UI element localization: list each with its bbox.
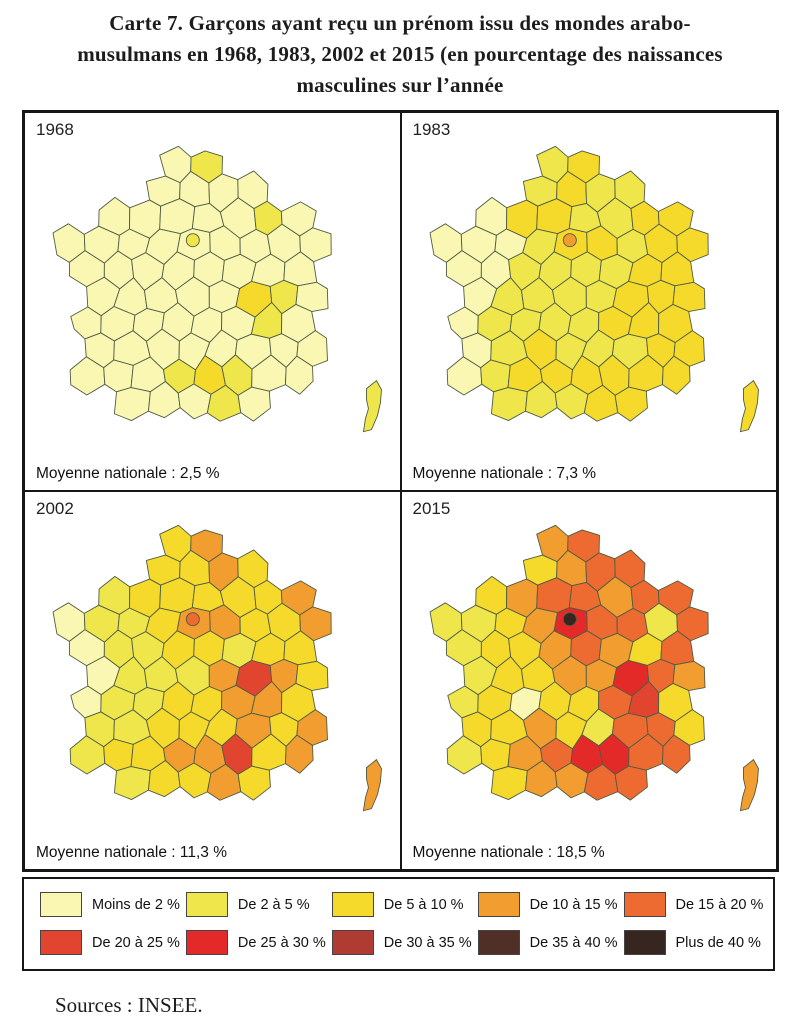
legend-label: De 2 à 5 % [237,896,310,913]
paris-dot [562,233,577,248]
france-map-2002 [52,524,382,812]
department-cell [237,765,271,801]
legend-item: De 30 à 35 % [331,930,472,955]
national-average-2002: Moyenne nationale : 11,3 % [36,844,228,861]
legend-item: De 15 à 20 % [623,892,764,917]
department-cell [479,738,511,772]
national-average-1983: Moyenne nationale : 7,3 % [412,465,597,482]
legend-swatch [40,930,82,955]
legend-item: De 20 à 25 % [40,930,180,955]
corsica [739,758,759,812]
paris-dot [185,612,200,627]
legend-label: De 10 à 15 % [529,896,618,913]
department-cell [103,738,134,772]
department-cell [490,387,528,422]
department-cell [284,355,314,395]
legend-swatch [185,930,228,955]
legend-label: Plus de 40 % [675,934,761,951]
france-map-1983 [429,145,759,433]
maps-grid: 1968 Moyenne nationale : 2,5 % 1983 Moye… [22,110,779,872]
paris-dot [562,612,577,627]
year-label-2015: 2015 [412,499,451,518]
figure-title: Carte 7. Garçons ayant reçu un prénom is… [0,0,800,101]
department-cell [614,386,648,422]
legend-swatch [185,892,228,917]
department-cell [614,765,648,801]
year-label-1983: 1983 [412,120,451,139]
france-map-2015 [429,524,759,812]
legend-label: De 25 à 30 % [237,934,326,951]
legend-label: De 20 à 25 % [92,934,180,951]
department-cell [490,766,528,801]
legend-label: Moins de 2 % [92,896,180,913]
legend-swatch [331,892,374,917]
department-cell [284,734,314,774]
legend-swatch [477,892,520,917]
department-cell [479,359,511,393]
legend-swatch [623,930,666,955]
legend-item: De 10 à 15 % [477,892,618,917]
figure-title-line-2: musulmans en 1968, 1983, 2002 et 2015 (e… [77,42,723,66]
legend-item: De 5 à 10 % [331,892,472,917]
corsica [362,379,382,433]
legend-label: De 30 à 35 % [383,934,472,951]
department-cell [237,386,271,422]
figure-title-line-3: masculines sur l’année [296,73,504,97]
legend-label: De 35 à 40 % [529,934,618,951]
year-label-1968: 1968 [36,120,74,139]
legend-swatch [40,892,82,917]
legend-swatch [331,930,374,955]
legend-label: De 5 à 10 % [383,896,464,913]
corsica [362,758,382,812]
department-cell [661,734,691,774]
department-cell [661,355,691,395]
legend-item: Plus de 40 % [623,930,764,955]
figure-title-line-1: Carte 7. Garçons ayant reçu un prénom is… [109,11,691,35]
legend-swatch [623,892,666,917]
national-average-2015: Moyenne nationale : 18,5 % [412,844,605,861]
corsica [739,379,759,433]
department-cell [113,766,151,801]
panel-2002: 2002 Moyenne nationale : 11,3 % [24,491,401,870]
legend-swatch [477,930,520,955]
department-cell [113,387,151,422]
panel-1968: 1968 Moyenne nationale : 2,5 % [24,112,401,491]
legend-box: Moins de 2 % De 2 à 5 % De 5 à 10 % De 10 à… [22,877,775,971]
panel-1983: 1983 Moyenne nationale : 7,3 % [400,112,777,491]
sources-note: Sources : INSEE. [55,993,203,1017]
legend-label: De 15 à 20 % [675,896,764,913]
national-average-1968: Moyenne nationale : 2,5 % [36,465,220,482]
legend-item: De 35 à 40 % [477,930,618,955]
france-map-1968 [52,145,382,433]
paris-dot [185,233,200,248]
year-label-2002: 2002 [36,499,74,518]
legend-item: Moins de 2 % [40,892,180,917]
department-cell [103,359,134,393]
panel-2015: 2015 Moyenne nationale : 18,5 % [400,491,777,870]
legend-item: De 25 à 30 % [185,930,326,955]
legend-item: De 2 à 5 % [185,892,326,917]
